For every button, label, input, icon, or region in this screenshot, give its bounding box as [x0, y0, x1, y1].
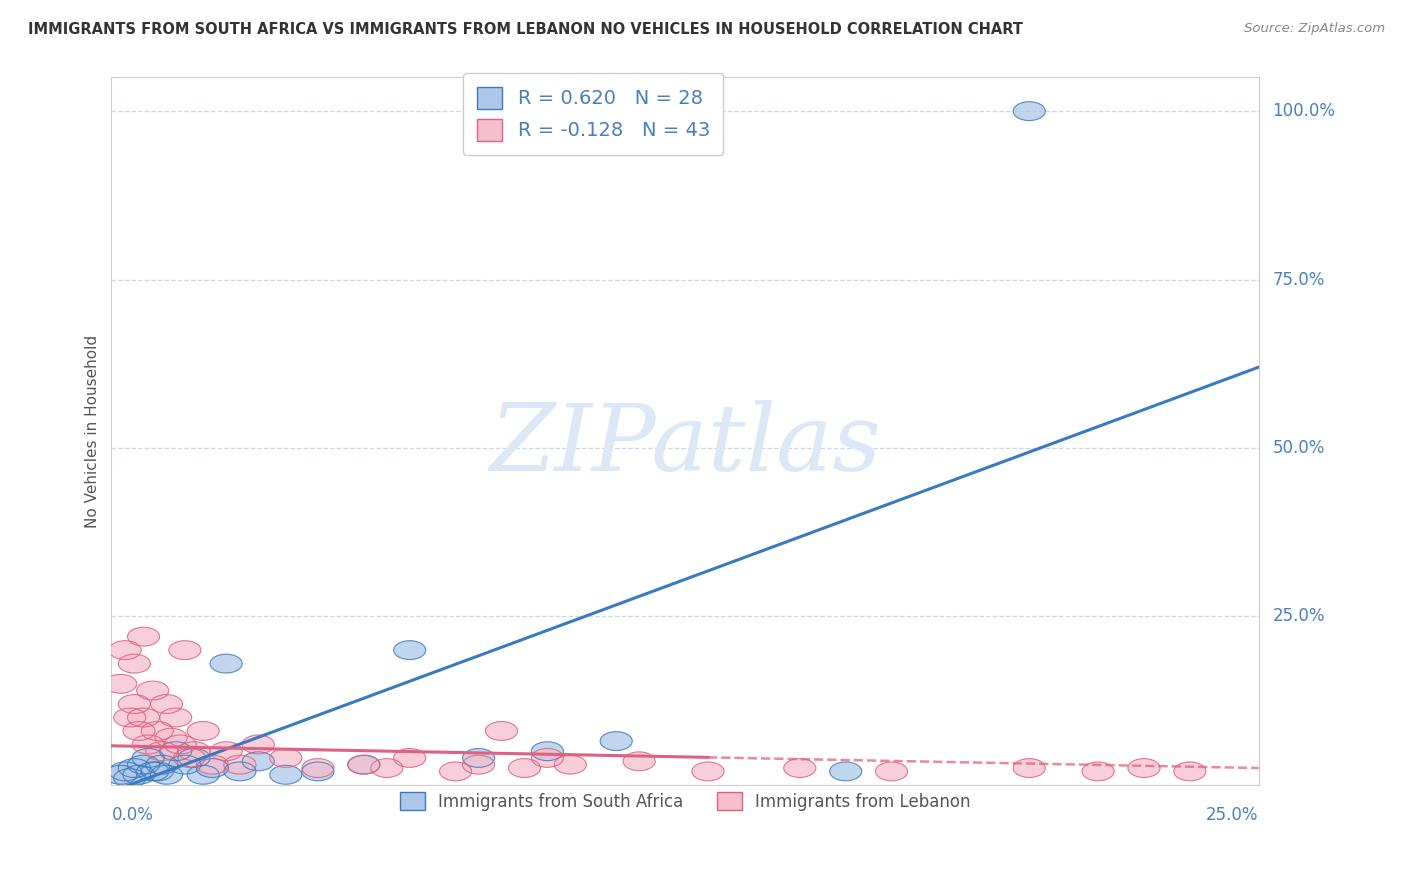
- Ellipse shape: [118, 758, 150, 778]
- Ellipse shape: [1174, 762, 1206, 780]
- Ellipse shape: [114, 769, 146, 788]
- Ellipse shape: [160, 742, 191, 761]
- Ellipse shape: [692, 762, 724, 780]
- Ellipse shape: [110, 762, 141, 780]
- Ellipse shape: [394, 640, 426, 659]
- Ellipse shape: [146, 742, 179, 761]
- Ellipse shape: [224, 762, 256, 780]
- Legend: Immigrants from South Africa, Immigrants from Lebanon: Immigrants from South Africa, Immigrants…: [391, 784, 979, 819]
- Ellipse shape: [118, 695, 150, 714]
- Ellipse shape: [270, 765, 302, 784]
- Ellipse shape: [531, 748, 564, 767]
- Y-axis label: No Vehicles in Household: No Vehicles in Household: [86, 334, 100, 528]
- Ellipse shape: [1014, 102, 1045, 120]
- Ellipse shape: [132, 735, 165, 754]
- Ellipse shape: [347, 756, 380, 774]
- Ellipse shape: [141, 762, 173, 780]
- Ellipse shape: [242, 735, 274, 754]
- Ellipse shape: [128, 708, 160, 727]
- Text: 75.0%: 75.0%: [1272, 270, 1324, 289]
- Ellipse shape: [128, 627, 160, 646]
- Ellipse shape: [150, 695, 183, 714]
- Ellipse shape: [187, 765, 219, 784]
- Ellipse shape: [242, 752, 274, 771]
- Ellipse shape: [104, 674, 136, 693]
- Ellipse shape: [160, 708, 191, 727]
- Ellipse shape: [114, 708, 146, 727]
- Text: 50.0%: 50.0%: [1272, 439, 1324, 457]
- Ellipse shape: [197, 756, 228, 774]
- Ellipse shape: [141, 722, 173, 740]
- Ellipse shape: [347, 756, 380, 774]
- Ellipse shape: [371, 758, 402, 778]
- Ellipse shape: [302, 758, 335, 778]
- Ellipse shape: [485, 722, 517, 740]
- Ellipse shape: [270, 748, 302, 767]
- Ellipse shape: [122, 765, 155, 784]
- Ellipse shape: [179, 748, 209, 767]
- Ellipse shape: [132, 748, 165, 767]
- Ellipse shape: [623, 752, 655, 771]
- Ellipse shape: [136, 762, 169, 780]
- Ellipse shape: [209, 742, 242, 761]
- Ellipse shape: [187, 722, 219, 740]
- Ellipse shape: [155, 728, 187, 747]
- Ellipse shape: [104, 765, 136, 784]
- Text: 25.0%: 25.0%: [1206, 806, 1258, 824]
- Ellipse shape: [1083, 762, 1114, 780]
- Text: Source: ZipAtlas.com: Source: ZipAtlas.com: [1244, 22, 1385, 36]
- Ellipse shape: [302, 762, 335, 780]
- Text: IMMIGRANTS FROM SOUTH AFRICA VS IMMIGRANTS FROM LEBANON NO VEHICLES IN HOUSEHOLD: IMMIGRANTS FROM SOUTH AFRICA VS IMMIGRAN…: [28, 22, 1024, 37]
- Ellipse shape: [876, 762, 908, 780]
- Ellipse shape: [394, 748, 426, 767]
- Ellipse shape: [165, 735, 197, 754]
- Ellipse shape: [509, 758, 540, 778]
- Text: ZIPatlas: ZIPatlas: [489, 401, 882, 491]
- Ellipse shape: [179, 742, 209, 761]
- Ellipse shape: [197, 758, 228, 778]
- Ellipse shape: [128, 756, 160, 774]
- Text: 0.0%: 0.0%: [111, 806, 153, 824]
- Ellipse shape: [1014, 758, 1045, 778]
- Ellipse shape: [173, 748, 205, 767]
- Ellipse shape: [136, 681, 169, 700]
- Ellipse shape: [1128, 758, 1160, 778]
- Ellipse shape: [169, 756, 201, 774]
- Ellipse shape: [600, 731, 633, 750]
- Ellipse shape: [830, 762, 862, 780]
- Ellipse shape: [463, 756, 495, 774]
- Ellipse shape: [554, 756, 586, 774]
- Text: 25.0%: 25.0%: [1272, 607, 1324, 625]
- Text: 100.0%: 100.0%: [1272, 102, 1336, 120]
- Ellipse shape: [146, 756, 179, 774]
- Ellipse shape: [110, 640, 141, 659]
- Ellipse shape: [169, 640, 201, 659]
- Ellipse shape: [122, 722, 155, 740]
- Ellipse shape: [118, 654, 150, 673]
- Ellipse shape: [209, 654, 242, 673]
- Ellipse shape: [150, 765, 183, 784]
- Ellipse shape: [463, 748, 495, 767]
- Ellipse shape: [440, 762, 471, 780]
- Ellipse shape: [531, 742, 564, 761]
- Ellipse shape: [224, 756, 256, 774]
- Ellipse shape: [783, 758, 815, 778]
